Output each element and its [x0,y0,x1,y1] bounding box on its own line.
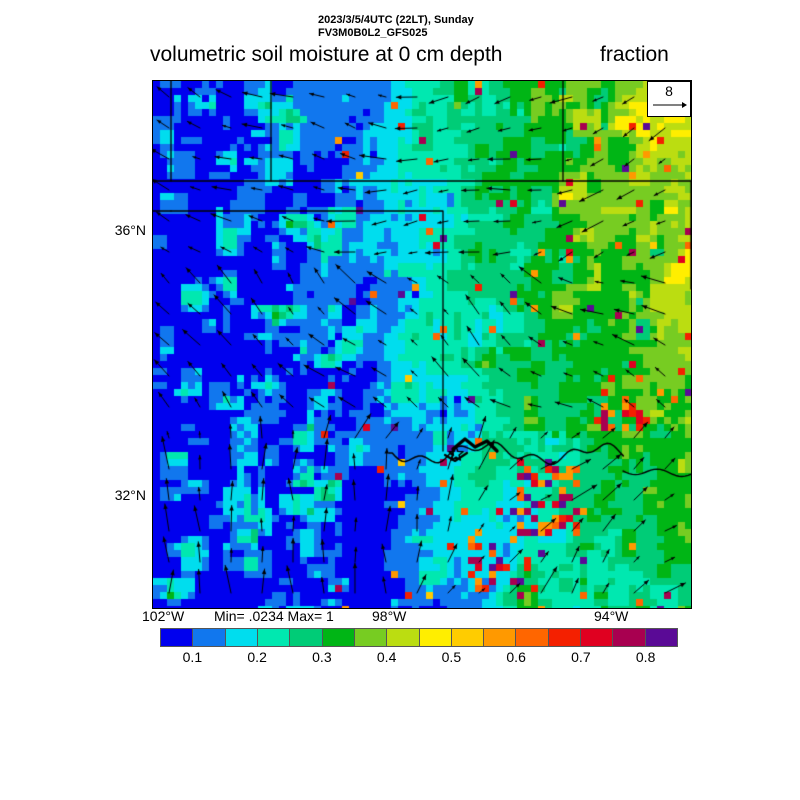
colorbar-tick-0.8: 0.8 [635,649,656,665]
figure-model-label: FV3M0B0L2_GFS025 [318,27,428,39]
colorbar-tick-labels: 0.1 0.2 0.3 0.4 0.5 0.6 0.7 0.8 [160,649,678,667]
lat-tick-label-32n: 32°N [114,487,146,503]
colorbar-tick-0.6: 0.6 [506,649,526,665]
colorbar-tick-0.1: 0.1 [182,649,203,665]
colorbar-tick-0.5: 0.5 [441,649,462,665]
colorbar-swatch-10[interactable] [484,629,517,646]
colorbar-swatch-12[interactable] [548,629,582,646]
colorbar-swatch-9[interactable] [451,629,485,646]
colorbar-swatch-8[interactable] [419,629,452,646]
lon-tick-label-102w: 102°W [142,608,185,624]
colorbar-swatch-6[interactable] [354,629,388,646]
colorbar-swatch-11[interactable] [516,629,549,646]
colorbar-swatch-15[interactable] [645,629,677,646]
soil-moisture-raster[interactable] [153,81,691,608]
figure-datetime-label: 2023/3/5/4UTC (22LT), Sunday [318,14,474,26]
colorbar-swatch-2[interactable] [225,629,258,646]
colorbar-tick-0.2: 0.2 [247,649,267,665]
lon-tick-label-98w: 98°W [372,608,407,624]
colorbar-tick-0.3: 0.3 [312,649,332,665]
colorbar-swatch-3[interactable] [257,629,291,646]
colorbar-swatch-1[interactable] [193,629,226,646]
arrow-right-icon [653,102,687,108]
colorbar-swatch-4[interactable] [290,629,323,646]
colorbar-swatch-7[interactable] [387,629,420,646]
colorbar-swatch-0[interactable] [161,629,194,646]
units-label: fraction [600,43,669,66]
lat-tick-label-36n: 36°N [114,222,146,238]
colorbar[interactable] [160,628,678,647]
colorbar-tick-0.7: 0.7 [571,649,591,665]
min-max-annotation: Min= .0234 Max= 1 [214,608,334,624]
colorbar-swatch-5[interactable] [322,629,355,646]
map-plot-area[interactable]: 8 [152,80,692,609]
page-title: volumetric soil moisture at 0 cm depth [150,43,503,66]
lon-tick-label-94w: 94°W [594,608,629,624]
wind-vector-key: 8 [647,81,691,117]
colorbar-swatches[interactable] [160,628,678,647]
wind-vector-key-value: 8 [665,83,673,99]
colorbar-swatch-13[interactable] [581,629,614,646]
colorbar-swatch-14[interactable] [613,629,646,646]
colorbar-tick-0.4: 0.4 [376,649,397,665]
